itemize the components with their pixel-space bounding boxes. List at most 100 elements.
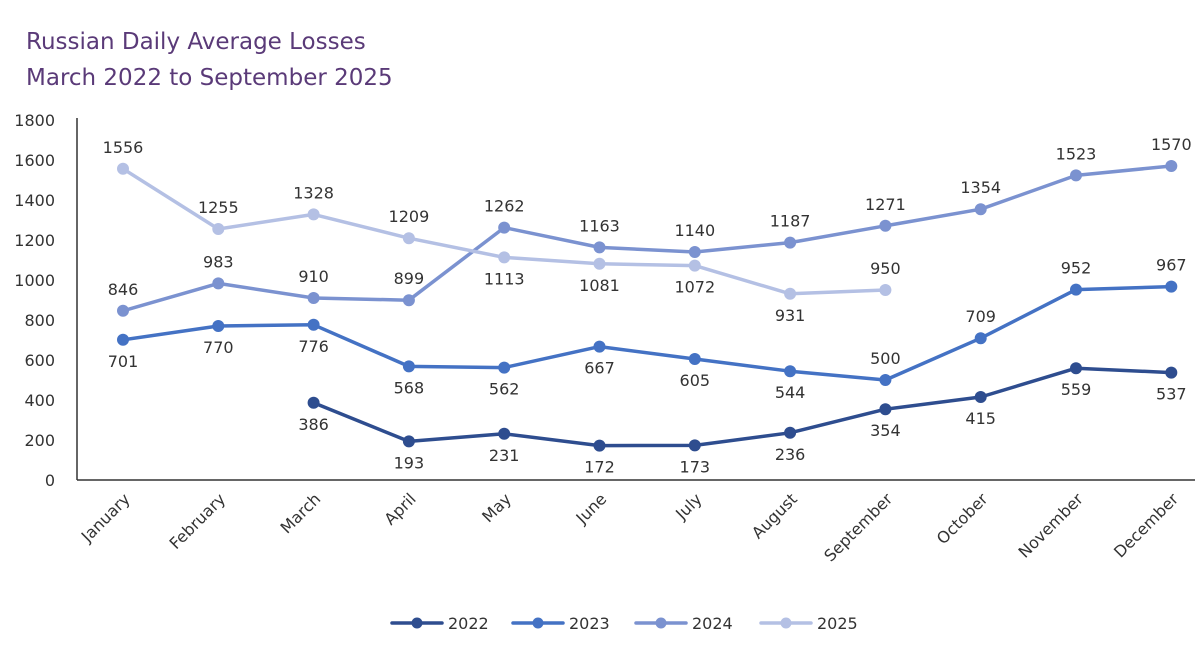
data-point-2025-march: [307, 208, 320, 221]
data-point-2024-january: [117, 304, 129, 317]
data-point-2024-november: [1070, 169, 1082, 182]
legend-marker-2022: [411, 617, 423, 629]
y-tick-label-600: 600: [24, 351, 55, 370]
data-point-2023-december: [1165, 280, 1178, 293]
data-label-2023-july: 605: [680, 371, 711, 390]
legend-label-2022: 2022: [448, 614, 489, 633]
data-point-2022-march: [307, 396, 320, 409]
data-point-2022-july: [688, 439, 701, 452]
chart-title-line-1: Russian Daily Average Losses: [26, 29, 366, 55]
data-label-2024-february: 983: [203, 252, 234, 271]
data-label-2023-january: 701: [108, 352, 139, 371]
data-label-2025-june: 1081: [579, 276, 620, 295]
series-line-2024: [121, 164, 1174, 313]
data-point-2023-october: [974, 332, 987, 345]
legend-marker-2024: [655, 617, 667, 629]
data-point-2022-june: [593, 439, 606, 452]
data-label-2023-june: 667: [584, 359, 615, 378]
data-label-2025-march: 1328: [293, 183, 334, 202]
legend-label-2024: 2024: [692, 614, 733, 633]
x-axis-ticks: January February March April May June July Augu…: [77, 489, 1183, 565]
legend-marker-2023: [532, 617, 544, 629]
data-point-2025-june: [593, 257, 606, 270]
data-label-2023-april: 568: [394, 378, 425, 397]
data-point-2024-february: [212, 277, 225, 290]
data-label-2022-august: 236: [775, 445, 806, 464]
data-label-2024-september: 1271: [865, 195, 906, 214]
data-point-2022-november: [1070, 362, 1082, 375]
data-label-2024-march: 910: [298, 267, 329, 286]
data-label-2025-january: 1556: [103, 138, 144, 157]
data-point-2022-april: [402, 435, 415, 448]
x-tick-label-october: October: [933, 489, 992, 548]
data-point-2024-april: [402, 294, 415, 307]
data-point-2022-october: [974, 391, 987, 403]
chart-title-line-2: March 2022 to September 2025: [26, 65, 393, 91]
y-tick-label-1600: 1600: [14, 151, 55, 170]
data-point-2022-december: [1165, 366, 1178, 379]
x-tick-label-july: July: [671, 489, 705, 523]
x-tick-label-june: June: [572, 489, 611, 528]
data-label-2023-february: 770: [203, 338, 234, 357]
legend-label-2025: 2025: [817, 614, 858, 633]
data-point-2025-august: [784, 287, 797, 300]
chart-title: Russian Daily Average Losses March 2022 …: [26, 24, 393, 96]
data-label-2023-march: 776: [298, 337, 329, 356]
data-label-2025-april: 1209: [389, 207, 430, 226]
data-labels: 386 193 231 172 173 236 354 415 559 537 701 770 776 5…: [103, 135, 1192, 477]
data-point-2023-september: [879, 374, 892, 386]
x-tick-label-january: January: [77, 489, 134, 546]
data-label-2024-april: 899: [394, 269, 425, 288]
data-label-2022-may: 231: [489, 446, 520, 465]
data-label-2023-november: 952: [1061, 259, 1092, 278]
y-tick-label-1400: 1400: [14, 191, 55, 210]
data-label-2024-may: 1262: [484, 197, 525, 216]
legend: 2022 2023 2024 2025: [390, 614, 858, 633]
data-point-2023-april: [402, 360, 415, 373]
y-tick-label-0: 0: [45, 471, 55, 490]
data-point-2024-october: [974, 203, 987, 216]
data-label-2022-june: 172: [584, 458, 615, 477]
series-line-2022: [311, 366, 1174, 448]
series-group: [117, 160, 1178, 452]
data-point-2024-september: [879, 219, 892, 232]
data-label-2023-may: 562: [489, 380, 520, 399]
x-tick-label-february: February: [166, 489, 230, 553]
legend-label-2023: 2023: [569, 614, 610, 633]
x-tick-label-december: December: [1110, 489, 1182, 561]
data-label-2025-september: 950: [870, 259, 901, 278]
data-point-2024-may: [498, 221, 511, 234]
legend-marker-2025: [780, 617, 792, 629]
data-label-2022-november: 559: [1061, 380, 1092, 399]
data-label-2025-february: 1255: [198, 198, 239, 217]
y-tick-label-1000: 1000: [14, 271, 55, 290]
data-point-2025-september: [879, 284, 892, 296]
data-point-2023-november: [1070, 283, 1082, 296]
data-point-2025-april: [402, 232, 415, 245]
x-tick-label-september: September: [820, 489, 896, 565]
data-label-2024-january: 846: [108, 280, 139, 299]
y-tick-label-1200: 1200: [14, 231, 55, 250]
data-label-2023-august: 544: [775, 383, 806, 402]
y-tick-label-800: 800: [24, 311, 55, 330]
x-tick-label-november: November: [1015, 489, 1088, 562]
data-point-2023-august: [784, 365, 797, 378]
data-label-2022-december: 537: [1156, 385, 1187, 404]
data-point-2024-december: [1165, 160, 1178, 172]
y-tick-label-1800: 1800: [14, 111, 55, 130]
data-point-2023-july: [688, 353, 701, 365]
data-point-2022-august: [784, 426, 797, 439]
data-label-2022-september: 354: [870, 421, 901, 440]
data-point-2024-june: [593, 241, 606, 254]
data-point-2024-march: [307, 292, 320, 304]
data-label-2025-july: 1072: [674, 278, 715, 297]
data-label-2022-october: 415: [965, 409, 996, 428]
data-point-2025-january: [117, 162, 129, 175]
data-point-2024-august: [784, 236, 797, 249]
data-point-2023-may: [498, 361, 511, 374]
data-label-2024-november: 1523: [1056, 144, 1097, 163]
data-label-2024-june: 1163: [579, 216, 620, 235]
data-point-2023-june: [593, 340, 606, 353]
data-label-2024-december: 1570: [1151, 135, 1192, 154]
